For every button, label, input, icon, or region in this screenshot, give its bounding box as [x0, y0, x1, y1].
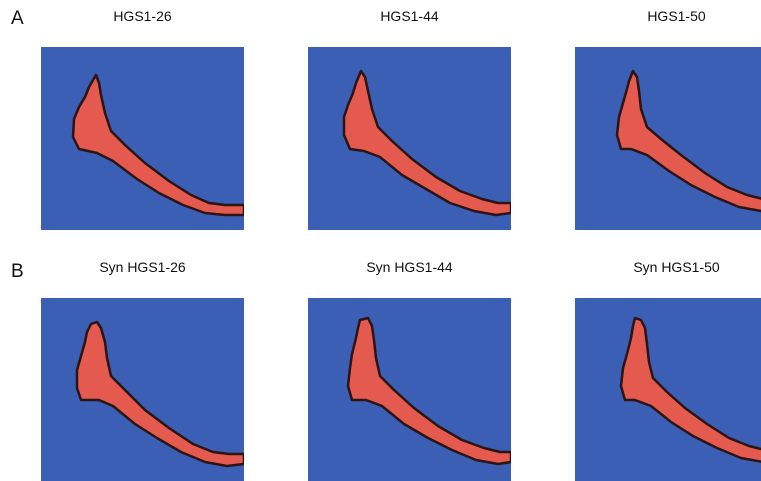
row-label-a: A: [11, 8, 24, 29]
image-panel-hgs1-44: HGS1-44: [308, 9, 511, 230]
red-shape-image: [308, 47, 511, 230]
red-shape-image: [575, 47, 761, 230]
panel-title: HGS1-44: [380, 8, 439, 24]
red-shape-image: [41, 47, 244, 230]
red-shape-image: [41, 298, 244, 481]
panel-title: Syn HGS1-50: [633, 259, 720, 275]
image-panel-syn-hgs1-26: Syn HGS1-26: [41, 260, 244, 481]
image-panel-hgs1-26: HGS1-26: [41, 9, 244, 230]
red-shape-image: [575, 298, 761, 481]
panel-title: HGS1-50: [647, 8, 706, 24]
panel-title: HGS1-26: [113, 8, 172, 24]
image-panel-syn-hgs1-44: Syn HGS1-44: [308, 260, 511, 481]
image-panel-hgs1-50: HGS1-50: [575, 9, 761, 230]
row-label-b: B: [11, 261, 24, 282]
image-panel-syn-hgs1-50: Syn HGS1-50: [575, 260, 761, 481]
red-shape-image: [308, 298, 511, 481]
panel-title: Syn HGS1-26: [99, 259, 186, 275]
panel-title: Syn HGS1-44: [366, 259, 453, 275]
